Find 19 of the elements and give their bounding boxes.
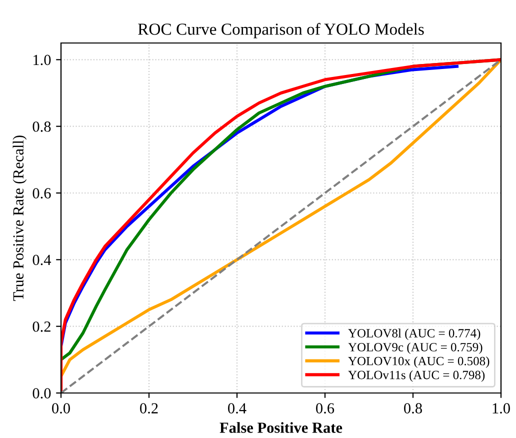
legend-label: YOLOv11s (AUC = 0.798) (348, 370, 485, 382)
x-tick-label: 0.0 (52, 403, 70, 414)
legend-label: YOLOV9c (AUC = 0.759) (348, 342, 482, 354)
x-tick-label: 0.2 (140, 403, 158, 414)
chart-title: ROC Curve Comparison of YOLO Models (138, 22, 424, 38)
y-tick-label: 0.8 (32, 121, 51, 132)
y-tick-label: 0.0 (32, 388, 51, 399)
x-tick-label: 1.0 (492, 403, 510, 414)
legend-label: YOLOV10x (AUC = 0.508) (348, 356, 490, 368)
legend-label: YOLOV8l (AUC = 0.774) (348, 328, 480, 340)
y-tick-label: 0.2 (32, 321, 50, 332)
x-tick-label: 0.4 (228, 403, 246, 414)
y-axis-title: True Positive Rate (Recall) (12, 136, 27, 301)
y-tick-label: 0.4 (32, 254, 52, 266)
y-tick-label: 1.0 (34, 54, 51, 66)
x-tick-label: 0.6 (316, 403, 334, 414)
x-tick-label: 0.8 (404, 403, 422, 414)
x-axis-title: False Positive Rate (220, 422, 342, 433)
y-tick-label: 0.6 (32, 188, 51, 199)
